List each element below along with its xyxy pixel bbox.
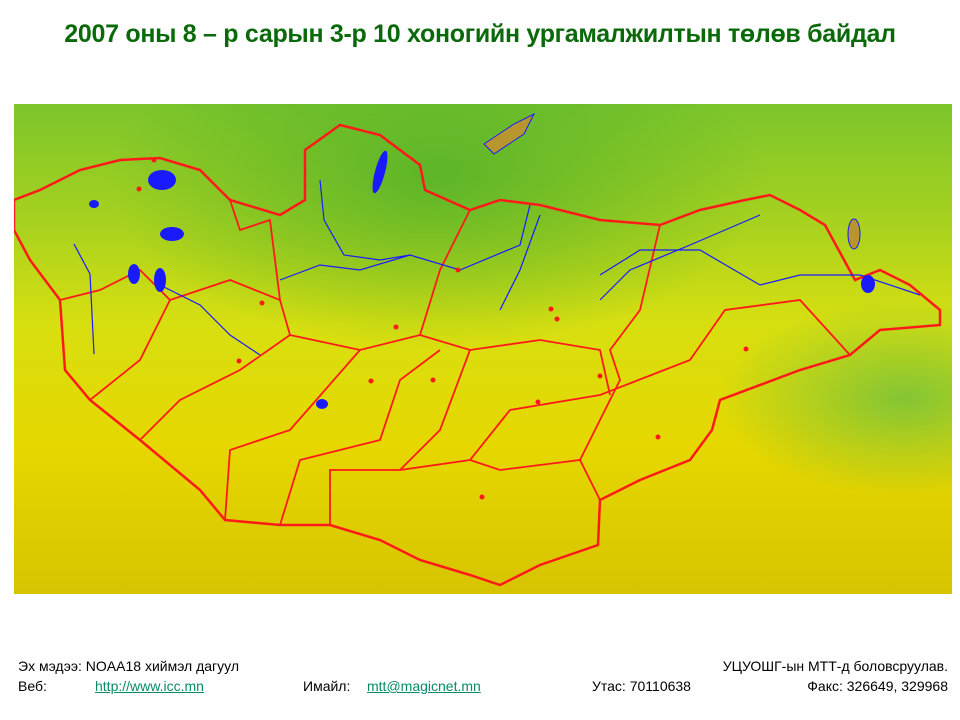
province-border	[89, 279, 611, 401]
province-centers	[136, 157, 749, 500]
province-center-dot	[259, 300, 265, 306]
web-label: Веб:	[18, 678, 47, 694]
province-border	[469, 459, 601, 501]
province-border	[224, 349, 361, 521]
foreign-lake	[483, 112, 536, 155]
lake	[128, 264, 140, 284]
rivers	[73, 179, 921, 356]
lake	[316, 399, 328, 409]
vegetation-map	[14, 104, 952, 594]
province-border	[279, 349, 441, 526]
lake	[160, 227, 184, 241]
lakes	[89, 150, 875, 409]
province-center-dot	[430, 377, 436, 383]
province-center-dot	[554, 316, 560, 322]
province-center-dot	[548, 306, 554, 312]
river	[599, 214, 761, 301]
river	[159, 284, 261, 356]
map-title: 2007 оны 8 – р сарын 3-р 10 хоногийн ург…	[64, 20, 896, 48]
fax-number: Факс: 326649, 329968	[807, 678, 948, 694]
lake	[154, 268, 166, 292]
province-center-dot	[743, 346, 749, 352]
province-center-dot	[136, 186, 142, 192]
province-center-dot	[479, 494, 485, 500]
river	[599, 249, 921, 296]
province-border	[399, 299, 851, 471]
foreign-lake	[847, 218, 861, 250]
province-border	[229, 199, 281, 301]
river	[279, 254, 411, 281]
phone-number: Утас: 70110638	[592, 678, 691, 694]
province-center-dot	[151, 157, 157, 163]
province-center-dot	[368, 378, 374, 384]
province-center-dot	[597, 373, 603, 379]
web-link[interactable]: http://www.icc.mn	[95, 678, 204, 694]
river	[73, 243, 95, 355]
province-center-dot	[535, 399, 541, 405]
province-center-dot	[236, 358, 242, 364]
producer-credit: УЦУОШГ-ын МТТ-д боловсруулав.	[722, 658, 948, 674]
province-center-dot	[393, 324, 399, 330]
lake	[148, 170, 176, 190]
province-center-dot	[655, 434, 661, 440]
river	[319, 179, 531, 271]
country-border	[14, 123, 942, 587]
lake	[861, 275, 875, 293]
province-border	[579, 224, 661, 461]
lake	[89, 200, 99, 208]
province-border	[139, 334, 291, 441]
lake	[372, 150, 388, 194]
province-center-dot	[455, 267, 461, 273]
river	[499, 214, 541, 311]
email-link[interactable]: mtt@magicnet.mn	[367, 678, 481, 694]
province-border	[419, 209, 471, 336]
data-source: Эх мэдээ: NOAA18 хиймэл дагуул	[18, 658, 240, 674]
email-label: Имайл:	[303, 678, 351, 694]
